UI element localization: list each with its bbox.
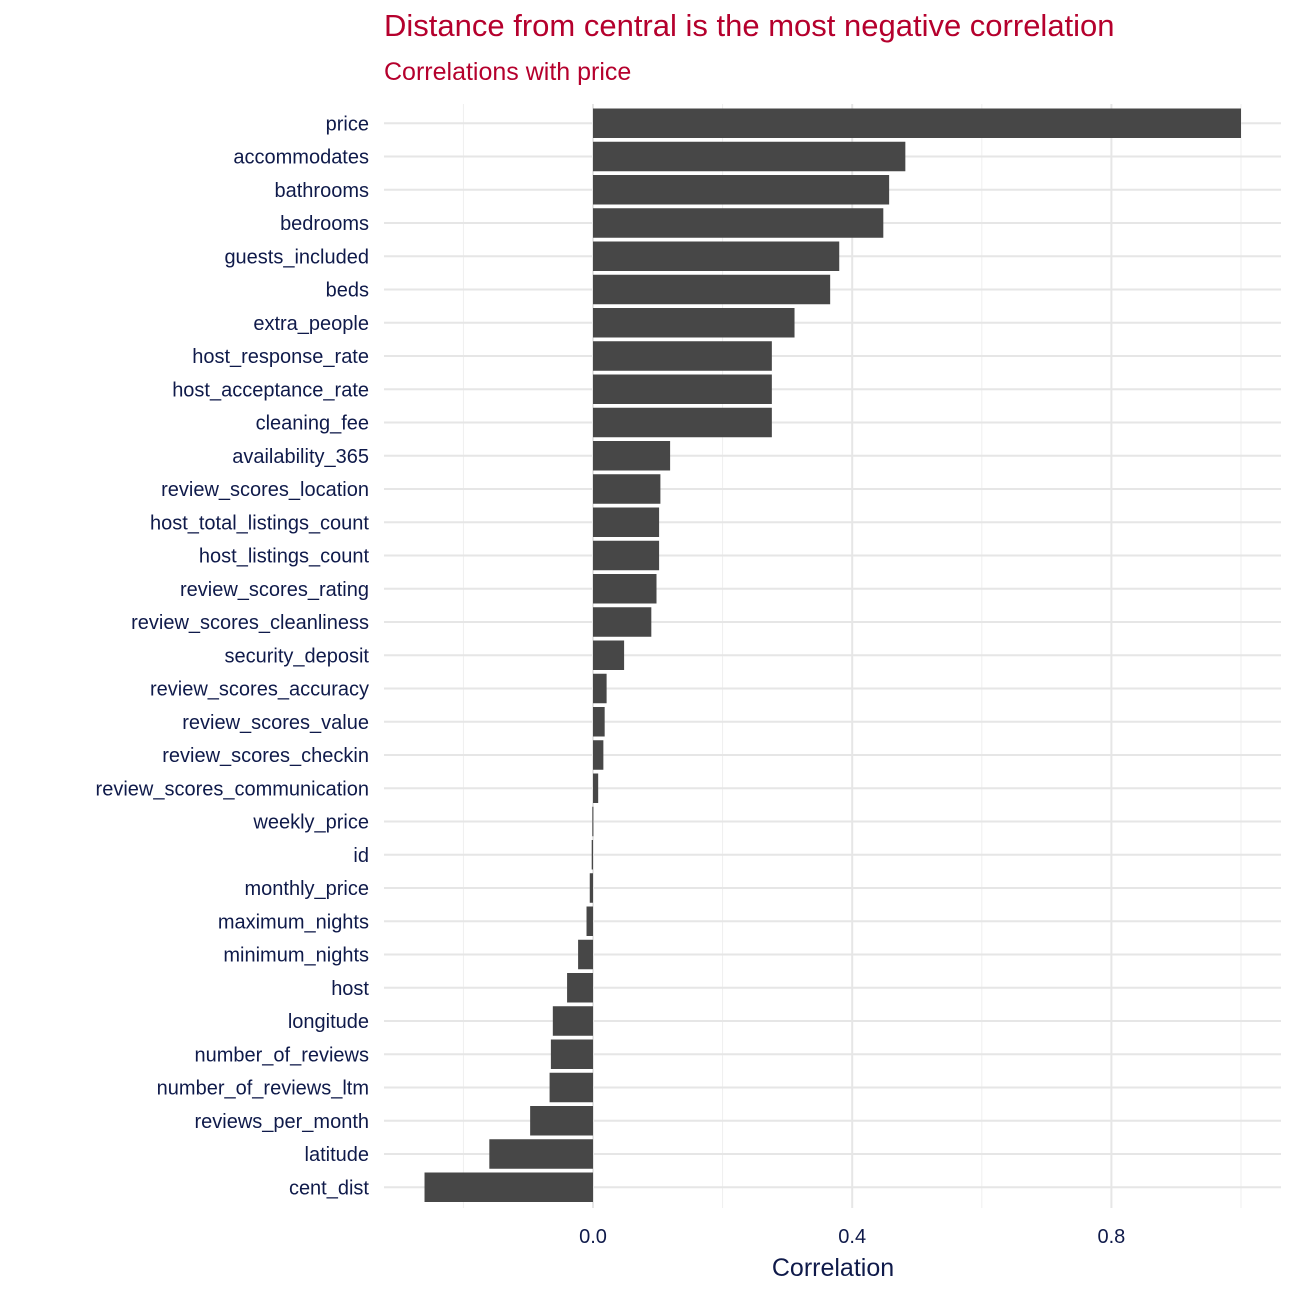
bar-security-deposit: [593, 640, 625, 670]
bar-host: [567, 973, 593, 1003]
category-label: security_deposit: [224, 645, 369, 667]
category-label: number_of_reviews: [194, 1044, 369, 1066]
bar-host-total-listings-count: [593, 507, 660, 537]
bar-monthly-price: [589, 873, 593, 903]
bar-bedrooms: [593, 208, 884, 238]
bar-review-scores-cleanliness: [593, 607, 652, 637]
bar-availability-365: [593, 441, 671, 471]
category-label: host_acceptance_rate: [172, 379, 369, 401]
category-label: host_response_rate: [192, 346, 369, 368]
category-label: review_scores_accuracy: [150, 679, 369, 701]
category-label: price: [326, 113, 369, 135]
bar-cent-dist: [424, 1172, 593, 1202]
bar-longitude: [552, 1006, 593, 1036]
x-tick-label: 0.4: [838, 1226, 866, 1248]
category-label: id: [353, 845, 369, 867]
bar-guests-included: [593, 241, 840, 271]
x-axis-label: Correlation: [772, 1254, 894, 1282]
category-label: host_listings_count: [199, 546, 370, 568]
category-label: beds: [326, 280, 369, 302]
bar-id: [591, 840, 593, 870]
category-label: extra_people: [253, 313, 369, 335]
category-label: review_scores_value: [182, 712, 369, 734]
bar-review-scores-value: [593, 707, 605, 737]
bar-extra-people: [593, 308, 795, 338]
category-label: accommodates: [233, 147, 369, 169]
bar-layer: [424, 108, 1241, 1202]
category-label: availability_365: [232, 446, 369, 468]
bar-minimum-nights: [578, 939, 593, 970]
category-label: cent_dist: [289, 1177, 369, 1199]
x-tick-layer: 0.0 0.4 0.8: [579, 1226, 1125, 1248]
chart-subtitle: Correlations with price: [384, 58, 632, 86]
category-label: guests_included: [224, 246, 369, 268]
bar-reviews-per-month: [530, 1106, 593, 1136]
bar-price: [593, 108, 1241, 138]
bar-review-scores-checkin: [593, 740, 604, 770]
bar-host-response-rate: [593, 341, 772, 371]
category-label: number_of_reviews_ltm: [157, 1078, 369, 1100]
category-label: bathrooms: [275, 180, 370, 202]
bar-cleaning-fee: [593, 407, 772, 438]
category-label: host: [331, 978, 369, 1000]
category-label: bedrooms: [280, 213, 369, 235]
bar-latitude: [489, 1139, 593, 1169]
category-label: review_scores_checkin: [162, 745, 369, 767]
bar-review-scores-communication: [593, 773, 599, 803]
category-label: review_scores_cleanliness: [131, 612, 369, 634]
category-label: reviews_per_month: [194, 1111, 369, 1133]
bar-review-scores-accuracy: [593, 673, 607, 704]
bar-bathrooms: [593, 175, 890, 205]
bar-maximum-nights: [586, 906, 593, 936]
bar-review-scores-location: [593, 474, 661, 504]
category-label: cleaning_fee: [256, 413, 369, 435]
x-tick-label: 0.0: [579, 1226, 607, 1248]
category-label: monthly_price: [244, 878, 369, 900]
category-label: host_total_listings_count: [150, 512, 369, 534]
bar-beds: [593, 274, 831, 305]
category-label: maximum_nights: [218, 911, 369, 933]
category-label: weekly_price: [252, 812, 369, 834]
chart-title: Distance from central is the most negati…: [384, 8, 1115, 43]
category-label: longitude: [288, 1011, 369, 1033]
x-tick-label: 0.8: [1097, 1226, 1125, 1248]
bar-number-of-reviews: [550, 1039, 593, 1069]
category-label: minimum_nights: [223, 945, 369, 967]
bar-weekly-price: [592, 806, 594, 837]
category-label: review_scores_location: [161, 479, 369, 501]
label-layer: price accommodates bathrooms bedrooms guests…: [96, 113, 370, 1199]
bar-host-listings-count: [593, 540, 660, 571]
category-label: review_scores_communication: [96, 778, 369, 800]
bar-review-scores-rating: [593, 574, 657, 604]
category-label: review_scores_rating: [180, 579, 369, 601]
bar-accommodates: [593, 141, 906, 172]
category-label: latitude: [305, 1144, 370, 1166]
bar-number-of-reviews-ltm: [549, 1072, 593, 1103]
bar-host-acceptance-rate: [593, 374, 772, 404]
